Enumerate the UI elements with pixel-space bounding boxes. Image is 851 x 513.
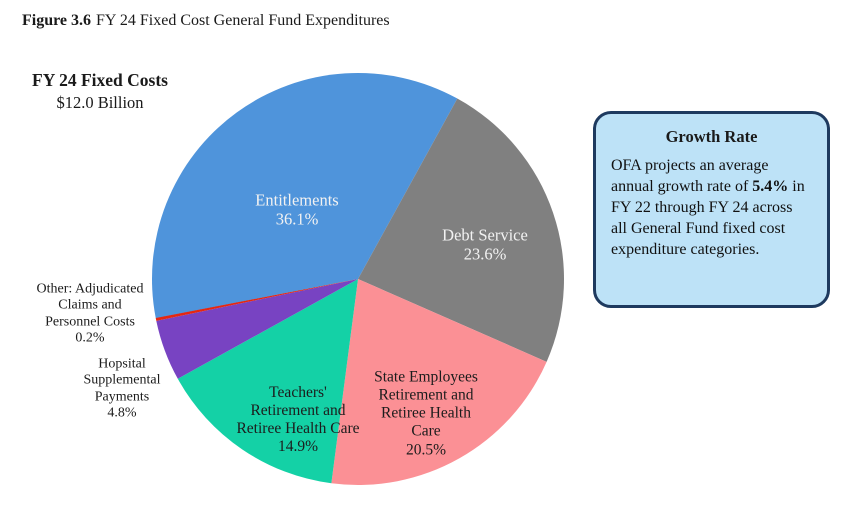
growth-rate-callout: Growth Rate OFA projects an average annu… xyxy=(593,111,830,308)
chart-header: FY 24 Fixed Costs $12.0 Billion xyxy=(19,70,181,113)
pie-label-state-employees: State Employees Retirement and Retiree H… xyxy=(374,369,478,460)
callout-title: Growth Rate xyxy=(665,127,758,146)
pie-label-other-adjudicated: Other: Adjudicated Claims and Personnel … xyxy=(34,281,146,347)
slice-name: Hopsital Supplemental Payments xyxy=(83,356,161,404)
callout-growth-value: 5.4% xyxy=(752,177,789,195)
chart-subtitle: $12.0 Billion xyxy=(56,93,144,112)
slice-percent: 4.8% xyxy=(107,405,137,421)
pie-slice-2 xyxy=(331,279,547,485)
pie-label-teachers-retirement: Teachers' Retirement and Retiree Health … xyxy=(235,384,361,457)
figure-number: Figure 3.6 xyxy=(22,12,92,29)
pie-slice-4 xyxy=(156,279,358,379)
slice-name: Entitlements xyxy=(255,190,339,210)
slice-percent: 20.5% xyxy=(405,441,447,459)
callout-text-after: in FY 22 through FY 24 across all Genera… xyxy=(611,177,805,258)
slice-percent: 0.2% xyxy=(75,330,105,346)
slice-name: State Employees Retirement and Retiree H… xyxy=(374,368,478,441)
callout-body: OFA projects an average annual growth ra… xyxy=(611,156,812,261)
slice-percent: 23.6% xyxy=(463,245,507,264)
chart-title: FY 24 Fixed Costs xyxy=(32,70,168,90)
figure-title-text: FY 24 Fixed Cost General Fund Expenditur… xyxy=(96,12,390,29)
pie-label-hospital-supplemental: Hopsital Supplemental Payments 4.8% xyxy=(70,356,174,422)
pie-slice-3 xyxy=(177,279,358,484)
callout-text-before: OFA projects an average annual growth ra… xyxy=(611,157,769,195)
pie-label-debt-service: Debt Service 23.6% xyxy=(442,226,528,265)
slice-percent: 14.9% xyxy=(277,438,319,456)
pie-slice-0 xyxy=(151,72,458,319)
slice-name: Other: Adjudicated Claims and Personnel … xyxy=(36,281,144,329)
slice-name: Teachers' Retirement and Retiree Health … xyxy=(236,383,360,437)
pie-label-entitlements: Entitlements 36.1% xyxy=(255,191,338,230)
pie-slice-1 xyxy=(358,98,565,362)
figure-title: Figure 3.6 FY 24 Fixed Cost General Fund … xyxy=(22,12,390,30)
pie-slice-5 xyxy=(155,279,358,321)
slice-name: Debt Service xyxy=(442,225,528,245)
slice-percent: 36.1% xyxy=(275,210,319,229)
